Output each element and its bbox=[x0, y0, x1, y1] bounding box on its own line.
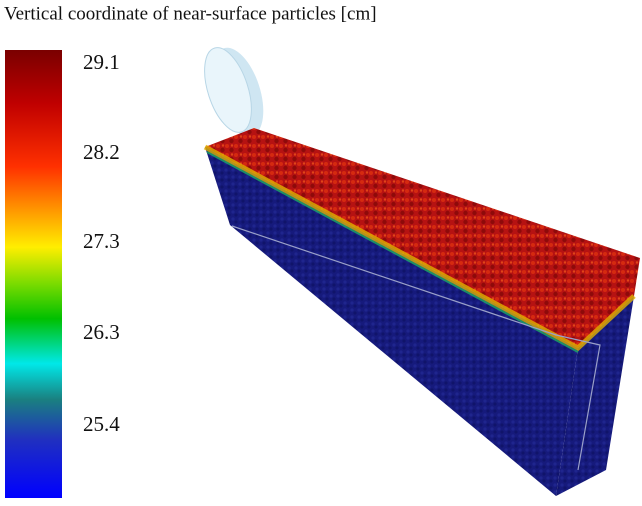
cylinder bbox=[204, 47, 264, 137]
title: Vertical coordinate of near-surface part… bbox=[4, 3, 377, 24]
particle-bed bbox=[203, 128, 640, 496]
colorbar-label: 29.1 bbox=[83, 50, 120, 74]
colorbar bbox=[5, 50, 62, 498]
colorbar-label: 26.3 bbox=[83, 320, 120, 344]
colorbar-label: 28.2 bbox=[83, 140, 120, 164]
colorbar-label: 27.3 bbox=[83, 229, 120, 253]
colorbar-label: 25.4 bbox=[83, 412, 120, 436]
